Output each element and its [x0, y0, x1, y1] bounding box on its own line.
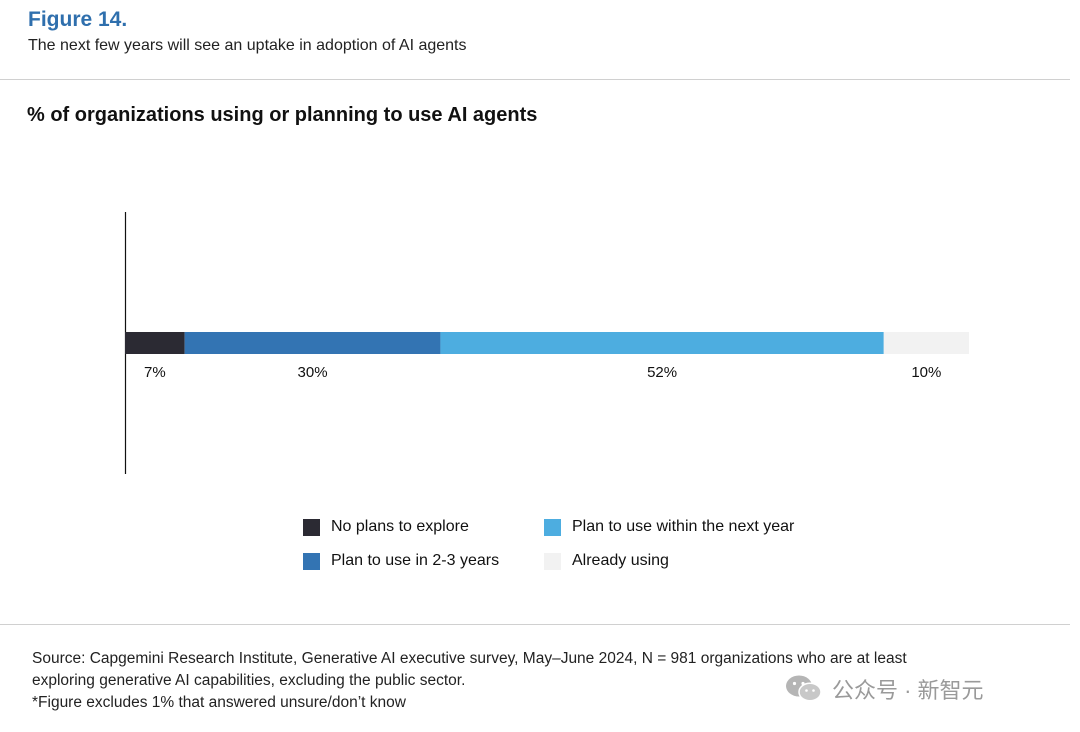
legend-swatch — [544, 552, 561, 570]
bar-segments — [125, 332, 969, 354]
footnote: *Figure excludes 1% that answered unsure… — [32, 694, 406, 711]
figure-subtitle: The next few years will see an uptake in… — [28, 37, 467, 54]
legend-label: Already using — [572, 552, 669, 569]
data-label-1: 30% — [298, 364, 328, 381]
legend-label: No plans to explore — [331, 518, 469, 535]
legend-label: Plan to use in 2-3 years — [331, 552, 500, 569]
source-line: exploring generative AI capabilities, ex… — [32, 672, 466, 689]
data-labels: 7% 30% 52% 10% — [144, 364, 941, 381]
source-line: Source: Capgemini Research Institute, Ge… — [32, 650, 907, 667]
watermark: 公众号 · 新智元 — [784, 673, 984, 705]
data-label-2: 52% — [647, 364, 677, 381]
data-label-3: 10% — [911, 364, 941, 381]
watermark-text: 公众号 · 新智元 — [832, 678, 984, 703]
source-note: Source: Capgemini Research Institute, Ge… — [32, 648, 1032, 714]
legend-item-next-year: Plan to use within the next year — [544, 518, 794, 536]
bar-segment-already-using — [883, 332, 969, 354]
legend-label: Plan to use within the next year — [572, 518, 795, 535]
footer-divider — [0, 624, 1070, 625]
header-divider — [0, 79, 1070, 80]
legend-item-2-3-years: Plan to use in 2-3 years — [303, 552, 499, 570]
bar-segment-plan-to-use-within-the-next-year — [440, 332, 884, 354]
figure-label: Figure 14. — [28, 8, 128, 31]
stacked-bar-chart: 7% 30% 52% 10% — [124, 212, 969, 474]
legend-swatch — [544, 518, 561, 536]
chart-title: % of organizations using or planning to … — [27, 104, 538, 126]
legend-swatch — [303, 552, 320, 570]
legend-item-already-using: Already using — [544, 552, 669, 570]
wechat-icon — [786, 675, 822, 702]
data-label-0: 7% — [144, 364, 166, 381]
bar-segment-no-plans-to-explore — [125, 332, 185, 354]
bar-segment-plan-to-use-in-2-3-years — [184, 332, 441, 354]
legend-item-no-plans: No plans to explore — [303, 518, 469, 536]
legend-swatch — [303, 518, 320, 536]
chart-legend: No plans to explore Plan to use within t… — [303, 518, 863, 588]
